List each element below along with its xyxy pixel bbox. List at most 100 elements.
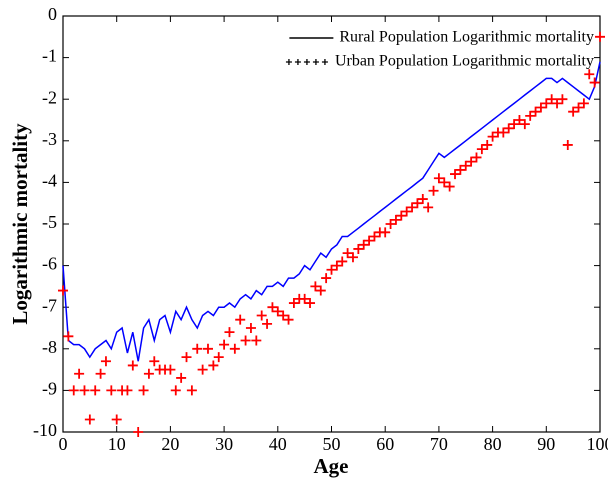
plus-marker — [63, 331, 74, 342]
plus-marker — [326, 264, 337, 275]
plus-marker — [95, 368, 106, 379]
plus-marker — [235, 314, 246, 325]
plus-marker — [143, 368, 154, 379]
plus-marker — [584, 69, 595, 80]
y-tick-label: 0 — [48, 4, 57, 24]
plus-marker — [589, 77, 600, 88]
plus-marker — [353, 243, 364, 254]
plot-frame — [62, 15, 601, 433]
plus-marker — [535, 102, 546, 113]
plus-marker — [219, 339, 230, 350]
plus-marker — [321, 273, 332, 284]
plus-marker — [176, 372, 187, 383]
plus-marker — [170, 385, 181, 396]
x-tick-label: 50 — [323, 434, 341, 454]
plus-marker — [305, 298, 316, 309]
x-tick-label: 30 — [215, 434, 233, 454]
legend-marker — [303, 59, 310, 65]
plus-marker — [213, 352, 224, 363]
plus-marker — [380, 227, 391, 238]
x-tick-label: 70 — [430, 434, 448, 454]
plus-marker — [455, 164, 466, 175]
plus-marker — [84, 414, 95, 425]
plus-marker — [197, 364, 208, 375]
plus-marker — [514, 115, 525, 125]
plus-marker — [262, 318, 273, 329]
plus-marker — [245, 323, 256, 333]
plus-marker — [165, 364, 176, 375]
plus-marker — [498, 127, 509, 138]
plus-marker — [90, 385, 101, 396]
x-tick-label: 40 — [269, 434, 287, 454]
y-tick-label: -7 — [42, 295, 57, 315]
plus-marker — [476, 144, 487, 155]
legend-label: Urban Population Logarithmic mortality — [335, 53, 594, 70]
plus-marker — [240, 335, 251, 346]
y-tick-label: -3 — [42, 129, 57, 149]
legend-marker — [321, 59, 328, 65]
plus-marker — [390, 214, 401, 225]
plus-marker — [466, 156, 477, 167]
x-tick-label: 90 — [537, 434, 555, 454]
plus-marker — [364, 235, 375, 246]
legend-label: Rural Population Logarithmic mortality — [339, 29, 594, 46]
plus-marker — [407, 202, 418, 213]
legend-marker — [294, 59, 301, 65]
y-axis-label: Logarithmic mortality — [8, 123, 32, 325]
plus-marker — [251, 335, 262, 346]
x-tick-label: 20 — [161, 434, 179, 454]
plus-marker — [192, 343, 203, 354]
plus-marker — [396, 210, 407, 221]
plus-marker — [385, 219, 396, 229]
x-tick-label: 60 — [376, 434, 394, 454]
plus-marker — [229, 343, 240, 354]
plus-marker — [519, 119, 530, 130]
plus-marker — [439, 177, 450, 188]
plus-marker — [315, 285, 326, 296]
plus-marker — [568, 106, 579, 117]
plus-marker — [202, 343, 213, 354]
plus-marker — [369, 231, 380, 242]
plus-marker — [530, 106, 541, 117]
plus-marker — [541, 98, 552, 109]
plus-marker — [181, 352, 192, 363]
x-tick-label: 10 — [108, 434, 126, 454]
legend-marker — [312, 59, 319, 65]
plus-marker — [562, 139, 573, 150]
plus-marker — [127, 360, 138, 371]
y-tick-label: -6 — [42, 254, 57, 274]
plus-marker — [100, 356, 111, 367]
y-tick-label: -8 — [42, 337, 57, 357]
plus-marker — [74, 368, 85, 379]
plus-marker — [401, 206, 412, 217]
x-axis-label: Age — [314, 454, 349, 478]
plus-marker — [79, 385, 90, 396]
plus-marker — [283, 314, 294, 325]
series-line — [62, 61, 601, 362]
y-tick-label: -4 — [42, 171, 57, 191]
y-tick-label: -1 — [42, 46, 57, 66]
plus-marker — [433, 173, 444, 184]
plus-marker — [347, 252, 358, 263]
plus-marker — [444, 181, 455, 192]
x-tick-label: 0 — [59, 434, 68, 454]
x-tick-label: 100 — [587, 434, 608, 454]
plus-marker — [310, 281, 321, 292]
plus-marker — [573, 102, 584, 113]
plus-marker — [208, 360, 219, 371]
plus-marker — [299, 293, 310, 304]
y-tick-label: -10 — [33, 420, 57, 440]
plus-marker — [471, 152, 482, 163]
plus-marker — [412, 198, 423, 209]
plus-marker — [460, 160, 471, 171]
plus-marker — [503, 123, 514, 134]
plus-marker — [482, 139, 493, 150]
plus-marker — [428, 185, 439, 196]
plus-marker — [358, 239, 369, 250]
plus-marker — [342, 248, 353, 259]
plus-marker — [138, 385, 149, 396]
plus-marker — [546, 94, 557, 105]
plus-marker — [595, 31, 605, 42]
plus-marker — [68, 385, 79, 396]
plus-marker — [525, 110, 536, 121]
